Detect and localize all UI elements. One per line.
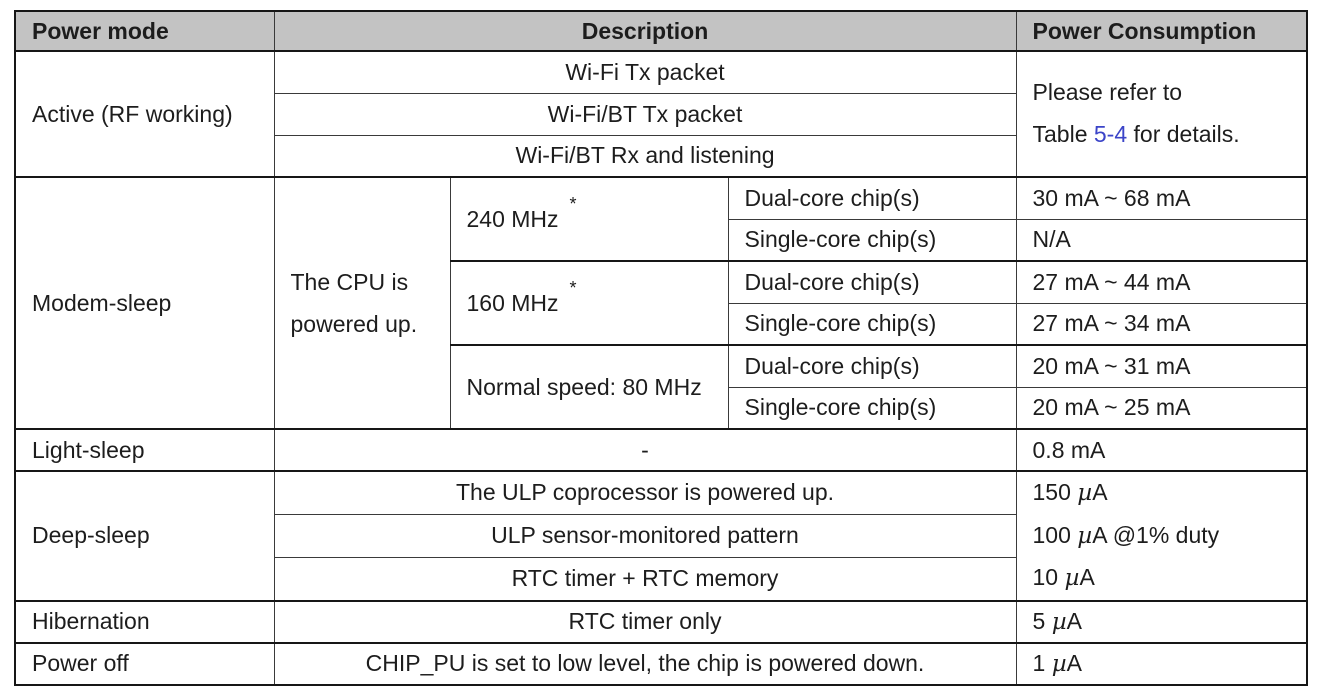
freq-label: 240 MHz	[466, 205, 559, 232]
consumption-line: 10 µA	[1032, 564, 1095, 592]
table-row: Wi-Fi/BT Tx packet	[15, 92, 1307, 136]
cell-core-type: Single-core chip(s)	[727, 302, 1017, 346]
table-row: ULP sensor-monitored pattern	[15, 513, 1307, 559]
cell-consumption-value: 27 mA ~ 44 mA	[1015, 260, 1308, 304]
cell-active-desc-3: Wi-Fi/BT Rx and listening	[273, 134, 1017, 178]
consumption-line: 150 µA	[1032, 479, 1108, 506]
table-row: RTC timer + RTC memory	[15, 556, 1307, 602]
table-row: Wi-Fi/BT Rx and listening	[15, 134, 1307, 178]
micro-symbol: µ	[1077, 522, 1093, 549]
cell-core-type: Single-core chip(s)	[727, 386, 1017, 430]
cell-active-mode: Active (RF working)	[14, 50, 275, 178]
freq-label: Normal speed: 80 MHz	[466, 373, 702, 400]
table-row: Light-sleep - 0.8 mA	[14, 428, 1308, 472]
cell-light-desc: -	[273, 428, 1017, 472]
cell-deep-desc-3: RTC timer + RTC memory	[273, 556, 1017, 602]
cell-consumption-value: 20 mA ~ 31 mA	[1015, 344, 1308, 388]
cell-active-desc-1: Wi-Fi Tx packet	[273, 50, 1017, 94]
cell-modem-cpu: The CPU is powered up.	[273, 176, 451, 430]
cell-consumption-value: 5 µA	[1015, 599, 1308, 644]
header-power-mode: Power mode	[14, 10, 275, 52]
cell-deep-desc-2: ULP sensor-monitored pattern	[273, 513, 1017, 559]
cell-active-consumption: Please refer to Table 5-4 for details.	[1015, 50, 1308, 178]
consumption-line-2: Table 5-4 for details.	[1032, 121, 1240, 147]
cell-freq-240: 240 MHz *	[449, 176, 729, 262]
cell-hibernation-mode: Hibernation	[14, 599, 275, 644]
cell-consumption-value: N/A	[1015, 218, 1308, 262]
consumption-line-1: Please refer to	[1032, 79, 1183, 106]
cell-deep-consumption: 150 µA 100 µA @1% duty 10 µA	[1015, 470, 1308, 602]
micro-symbol: µ	[1051, 651, 1067, 678]
cell-deep-desc-1: The ULP coprocessor is powered up.	[273, 469, 1017, 515]
table-row: Deep-sleep The ULP coprocessor is powere…	[14, 469, 1308, 602]
table-row: Modem-sleep The CPU is powered up. 240 M…	[14, 176, 1308, 430]
cell-consumption-value: 1 µA	[1015, 641, 1308, 686]
footnote-marker: *	[569, 277, 577, 298]
cell-deep-mode: Deep-sleep	[14, 470, 275, 602]
table-5-4-link[interactable]: 5-4	[1093, 121, 1128, 147]
cell-consumption-value: 0.8 mA	[1015, 428, 1308, 472]
micro-symbol: µ	[1064, 565, 1080, 592]
cell-consumption-value: 20 mA ~ 25 mA	[1015, 386, 1308, 430]
consumption-line: 100 µA @1% duty	[1032, 521, 1220, 549]
table-row: Power off CHIP_PU is set to low level, t…	[14, 641, 1308, 686]
cell-poweroff-desc: CHIP_PU is set to low level, the chip is…	[273, 641, 1017, 686]
table-row: Single-core chip(s) 27 mA ~ 34 mA	[15, 302, 1308, 346]
cell-core-type: Single-core chip(s)	[727, 218, 1017, 262]
freq-label: 160 MHz	[466, 289, 559, 316]
table-row: Single-core chip(s) 20 mA ~ 25 mA	[15, 386, 1308, 430]
cell-core-type: Dual-core chip(s)	[727, 176, 1017, 220]
power-consumption-table: Power mode Description Power Consumption…	[14, 10, 1309, 686]
header-description: Description	[273, 10, 1017, 52]
cell-freq-80: Normal speed: 80 MHz	[449, 344, 729, 430]
cell-active-desc-2: Wi-Fi/BT Tx packet	[273, 92, 1017, 136]
table-row: Active (RF working) Wi-Fi Tx packet Plea…	[14, 50, 1308, 178]
cell-core-type: Dual-core chip(s)	[727, 344, 1017, 388]
header-row: Power mode Description Power Consumption	[14, 10, 1308, 52]
table-row: Hibernation RTC timer only 5 µA	[14, 599, 1308, 644]
cell-consumption-value: 30 mA ~ 68 mA	[1015, 176, 1308, 220]
cell-hibernation-desc: RTC timer only	[273, 599, 1017, 644]
cell-core-type: Dual-core chip(s)	[727, 260, 1017, 304]
cell-freq-160: 160 MHz *	[449, 260, 729, 346]
power-consumption-table-wrap: Power mode Description Power Consumption…	[14, 10, 1309, 686]
cell-consumption-value: 27 mA ~ 34 mA	[1015, 302, 1308, 346]
micro-symbol: µ	[1051, 609, 1067, 636]
footnote-marker: *	[569, 193, 577, 214]
cell-modem-mode: Modem-sleep	[14, 176, 275, 430]
micro-symbol: µ	[1077, 480, 1093, 506]
cell-poweroff-mode: Power off	[14, 641, 275, 686]
cell-light-mode: Light-sleep	[14, 428, 275, 472]
header-power-consumption: Power Consumption	[1015, 10, 1308, 52]
